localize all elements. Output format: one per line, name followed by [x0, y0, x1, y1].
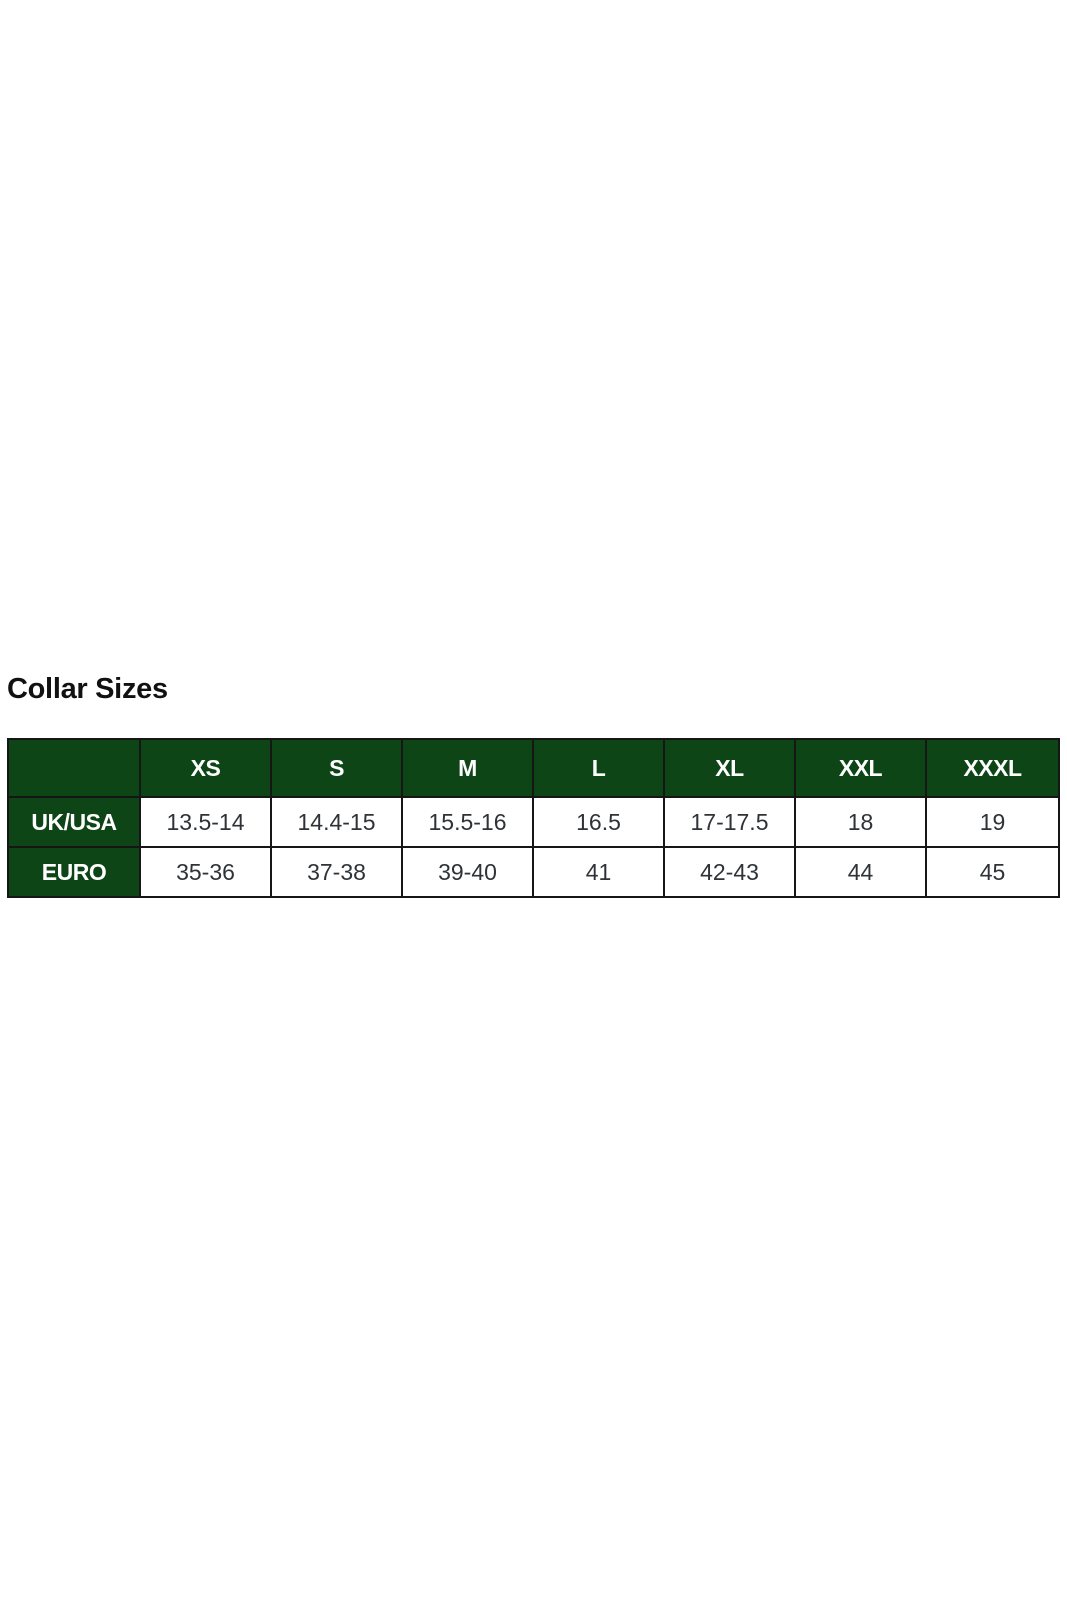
cell-ukusa-xxl: 18: [794, 796, 927, 848]
column-header-l: L: [532, 738, 665, 798]
cell-ukusa-xs: 13.5-14: [139, 796, 272, 848]
cell-ukusa-m: 15.5-16: [401, 796, 534, 848]
cell-ukusa-s: 14.4-15: [270, 796, 403, 848]
collar-size-table: XS S M L XL XXL XXXL UK/USA 13.5-14 14.4…: [7, 738, 1060, 898]
cell-euro-m: 39-40: [401, 846, 534, 898]
cell-ukusa-l: 16.5: [532, 796, 665, 848]
table-row: UK/USA 13.5-14 14.4-15 15.5-16 16.5 17-1…: [7, 796, 1060, 848]
cell-euro-xl: 42-43: [663, 846, 796, 898]
cell-ukusa-xl: 17-17.5: [663, 796, 796, 848]
column-header-m: M: [401, 738, 534, 798]
table-header-row: XS S M L XL XXL XXXL: [7, 738, 1060, 798]
column-header-xs: XS: [139, 738, 272, 798]
column-header-xxl: XXL: [794, 738, 927, 798]
table-corner-cell: [7, 738, 141, 798]
cell-euro-s: 37-38: [270, 846, 403, 898]
cell-euro-l: 41: [532, 846, 665, 898]
column-header-s: S: [270, 738, 403, 798]
column-header-xxxl: XXXL: [925, 738, 1060, 798]
cell-ukusa-xxxl: 19: [925, 796, 1060, 848]
page-title: Collar Sizes: [7, 673, 168, 705]
cell-euro-xxl: 44: [794, 846, 927, 898]
column-header-xl: XL: [663, 738, 796, 798]
cell-euro-xs: 35-36: [139, 846, 272, 898]
cell-euro-xxxl: 45: [925, 846, 1060, 898]
table-row: EURO 35-36 37-38 39-40 41 42-43 44 45: [7, 846, 1060, 898]
row-label-euro: EURO: [7, 846, 141, 898]
row-label-ukusa: UK/USA: [7, 796, 141, 848]
